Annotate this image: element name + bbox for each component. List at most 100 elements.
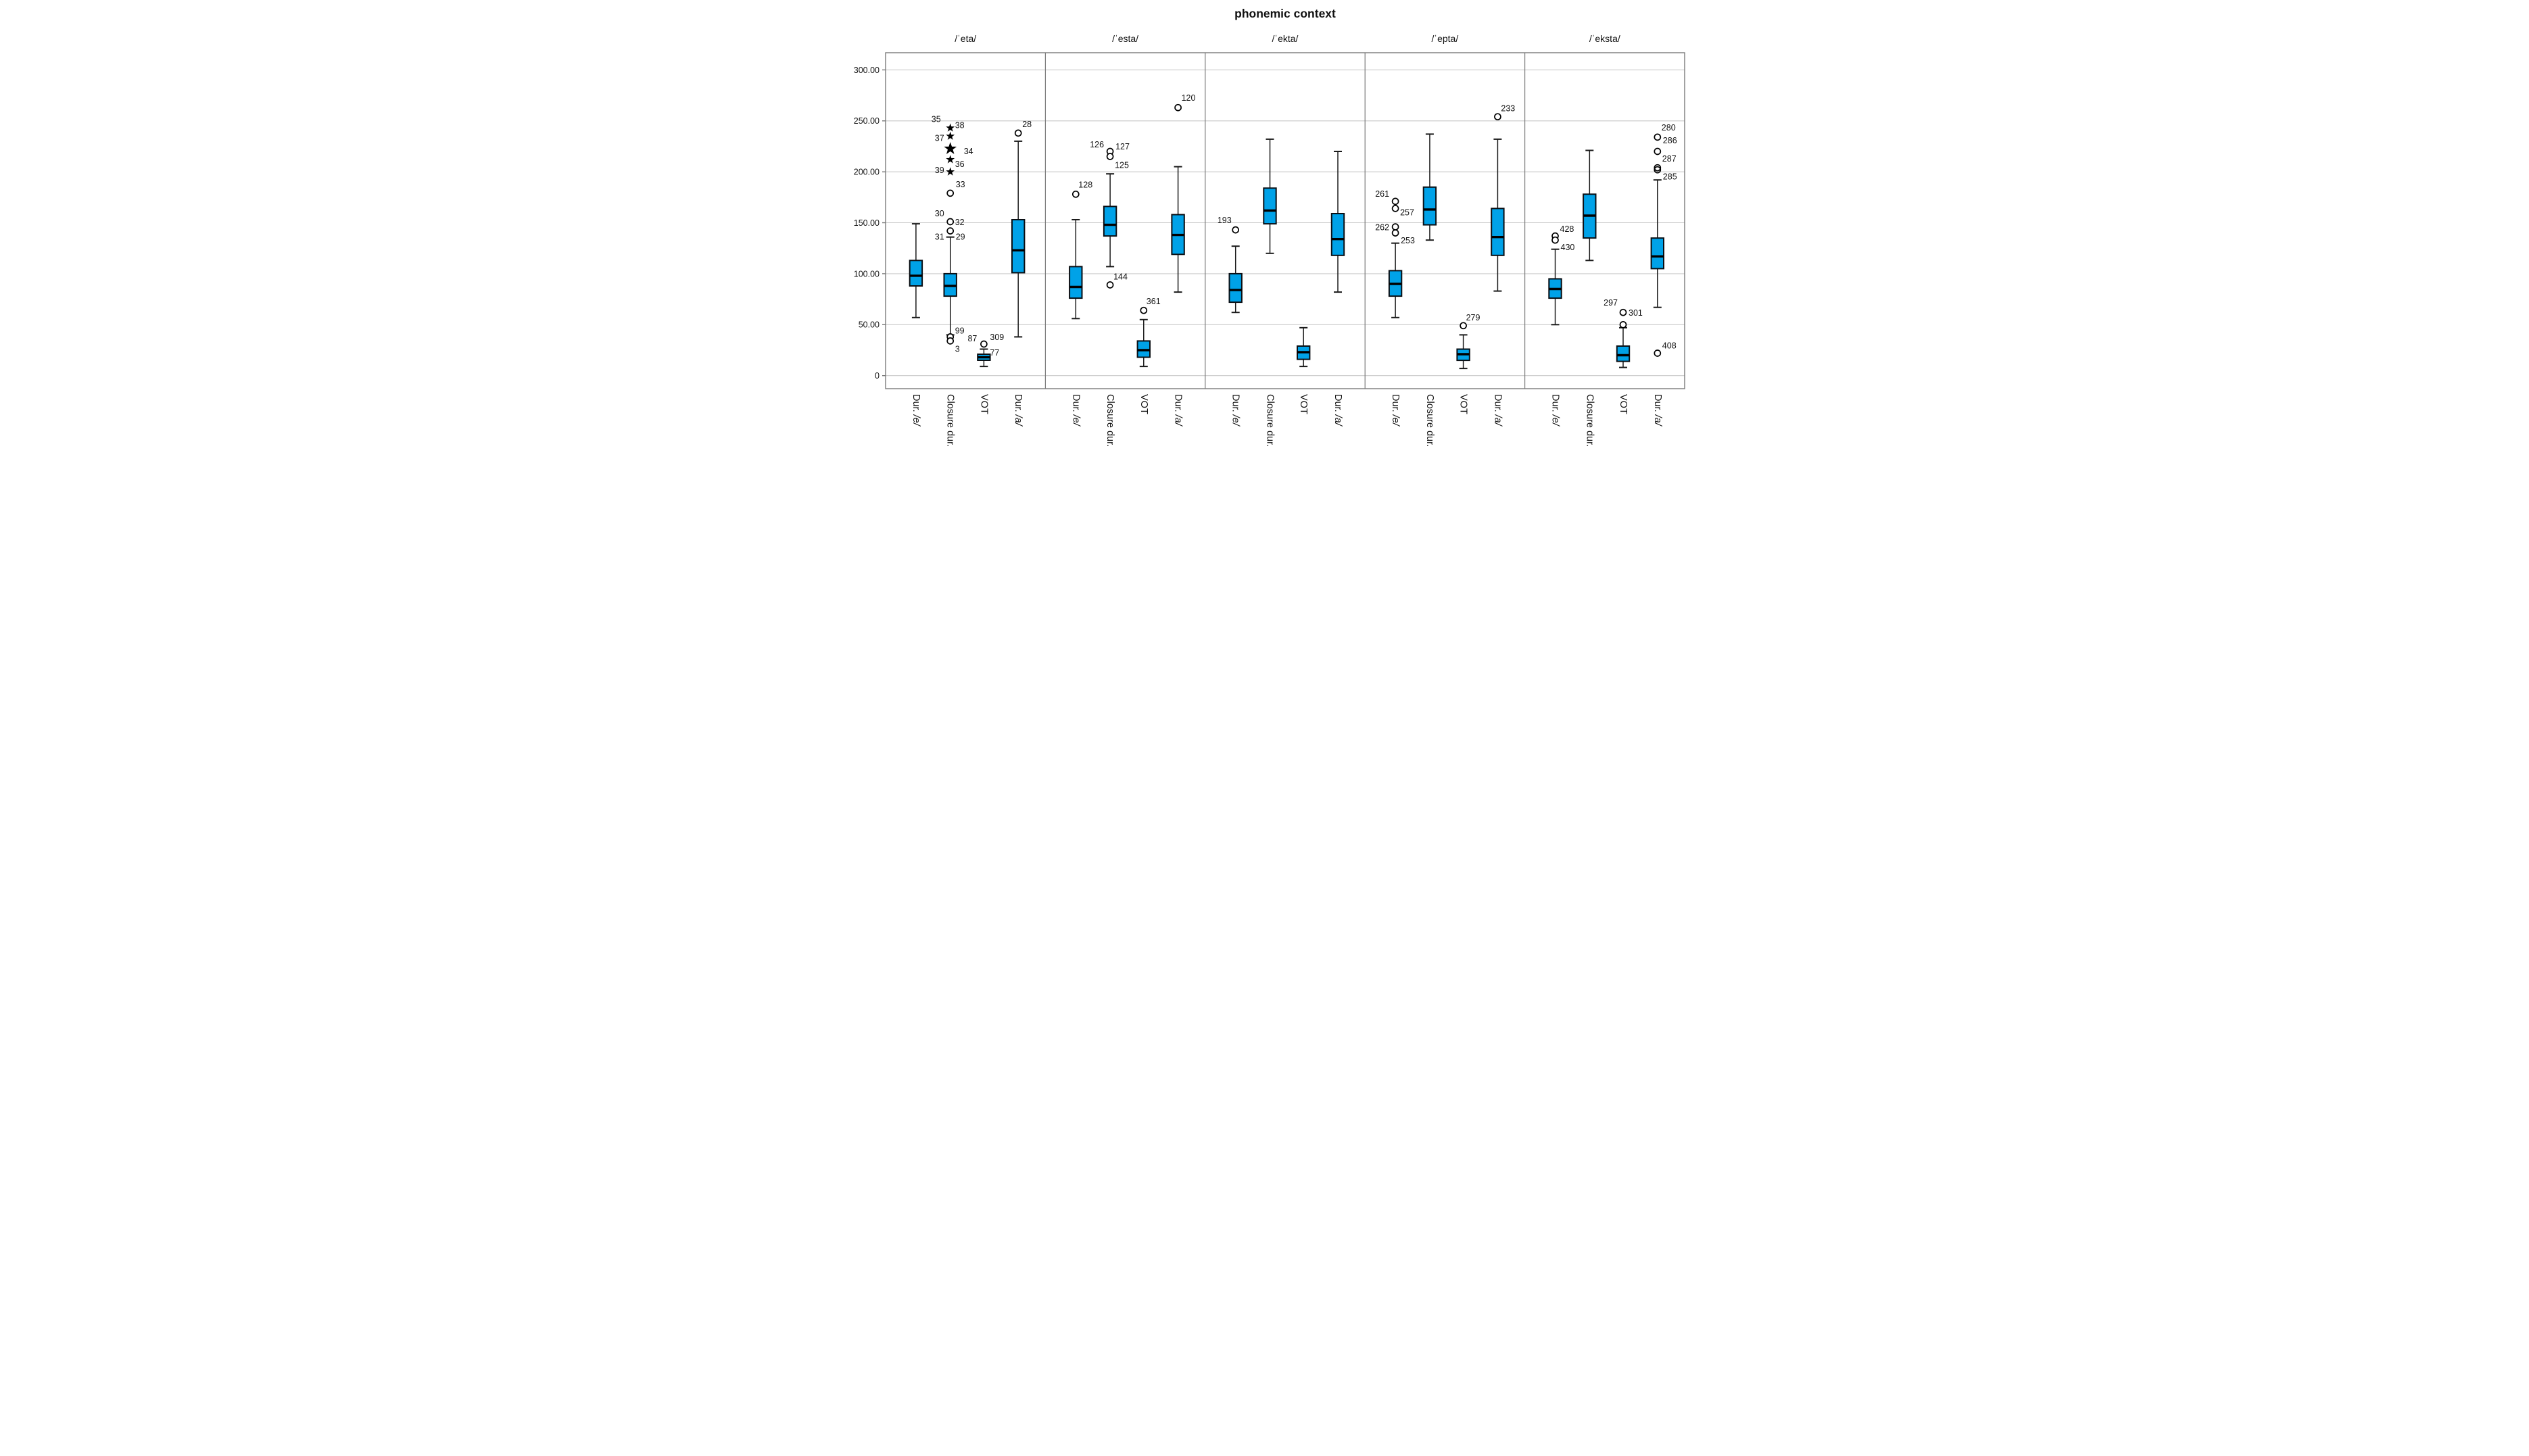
box-group [1583, 149, 1597, 262]
outlier-label: 233 [1501, 104, 1515, 114]
panel-label: /ˈepta/ [1432, 33, 1459, 44]
category-label: VOT [1458, 394, 1469, 414]
y-tick-label: 250.00 [854, 116, 880, 126]
outlier-star [946, 131, 955, 140]
outlier-circle [1391, 229, 1399, 237]
outlier-circle [1071, 190, 1080, 198]
outlier-label: 126 [1090, 140, 1104, 149]
box-rect [1491, 208, 1505, 256]
outlier-circle [1106, 281, 1114, 289]
box-group: 126 127 125 144 [1090, 140, 1130, 289]
outlier-label: 33 [956, 180, 965, 189]
category-label: Dur. /a/ [1173, 394, 1184, 427]
category-label: Dur. /e/ [1230, 394, 1241, 427]
outlier-label: 120 [1182, 93, 1196, 103]
outlier-circle [946, 218, 955, 226]
outlier-label: 193 [1218, 216, 1232, 225]
outlier-label: 144 [1113, 272, 1128, 282]
outlier-label: 39 [935, 166, 944, 175]
category-label: Closure dur. [1265, 394, 1276, 447]
outlier-circle [1391, 197, 1399, 205]
outlier-label: 87 [967, 334, 977, 343]
category-label-part: VOT [1298, 394, 1309, 414]
box-rect [1103, 205, 1117, 237]
box-group [909, 223, 923, 318]
box-group: 361 [1136, 297, 1161, 368]
box-group [1422, 133, 1437, 241]
category-label-part: Dur. [911, 394, 921, 415]
outlier-star [944, 142, 957, 154]
outlier-label: 257 [1400, 208, 1414, 217]
outlier-label: 34 [964, 147, 973, 156]
outlier-label: 261 [1375, 189, 1389, 199]
category-label-part: Dur. [1230, 394, 1241, 415]
outlier-circle [1391, 223, 1399, 230]
outlier-circle [1460, 322, 1467, 330]
category-label-part: Dur. [1550, 394, 1561, 415]
outlier-circle [1551, 236, 1559, 244]
category-label: Closure dur. [1105, 394, 1115, 447]
category-label-part: Dur. [1013, 394, 1023, 415]
box-group [1330, 151, 1345, 293]
category-label: Closure dur. [945, 394, 956, 447]
outlier-circle [980, 340, 988, 348]
category-label: Dur. /a/ [1013, 394, 1023, 427]
box-group: 128 [1069, 180, 1092, 320]
category-label-part: Dur. [1390, 394, 1401, 415]
category-label: Dur. /a/ [1652, 394, 1663, 427]
outlier-circle [1654, 166, 1662, 174]
outlier-label: 430 [1561, 243, 1575, 252]
box-group: 261 257 262 253 [1375, 189, 1415, 318]
box-rect [1011, 219, 1026, 274]
panel-label: /ˈesta/ [1112, 33, 1138, 44]
box-group: 193 [1218, 216, 1243, 314]
category-label-part: Closure dur. [1424, 394, 1435, 447]
category-label-part: VOT [1138, 394, 1149, 414]
category-label-part: VOT [1458, 394, 1469, 414]
category-label-part: VOT [1618, 394, 1629, 414]
outlier-label: 30 [935, 209, 944, 218]
y-tick-label: 50.00 [859, 320, 880, 330]
case-label: 77 [990, 348, 999, 358]
category-label: Dur. /a/ [1492, 394, 1503, 427]
outlier-label: 28 [1022, 120, 1032, 129]
outlier-circle [1106, 153, 1114, 160]
outlier-circle [1654, 164, 1662, 172]
category-label: Closure dur. [1584, 394, 1595, 447]
panel-label: /ˈeksta/ [1589, 33, 1620, 44]
box-rect [1263, 187, 1277, 225]
outlier-label: 297 [1604, 298, 1618, 308]
y-tick-label: 150.00 [854, 218, 880, 228]
outlier-circle [1391, 205, 1399, 212]
category-label-part: /e/ [1390, 414, 1401, 427]
outlier-circle [1654, 147, 1662, 155]
outlier-label: 38 [955, 120, 965, 130]
outlier-label: 128 [1078, 180, 1092, 189]
box-rect [909, 260, 923, 287]
outlier-label: 361 [1147, 297, 1161, 306]
category-label: Dur. /e/ [1070, 394, 1081, 427]
box-group: 280 286 287 285 408 [1650, 123, 1677, 357]
outlier-label: 301 [1629, 308, 1643, 318]
outlier-label: 32 [955, 218, 965, 227]
y-tick-label: 100.00 [854, 269, 880, 278]
outlier-circle [1232, 226, 1240, 234]
outlier-star [946, 123, 955, 132]
category-label-part: Closure dur. [1584, 394, 1595, 447]
category-label: Dur. /e/ [911, 394, 921, 427]
outlier-label: 262 [1375, 223, 1389, 233]
outlier-star [946, 155, 955, 164]
y-tick-label: 300.00 [854, 66, 880, 75]
outlier-label: 279 [1466, 313, 1480, 322]
category-label-part: VOT [978, 394, 989, 414]
box-rect [1422, 186, 1437, 226]
category-label-part: Dur. [1492, 394, 1503, 415]
outlier-circle [1654, 133, 1662, 141]
outlier-circle [1654, 349, 1662, 357]
y-tick-label: 200.00 [854, 168, 880, 177]
box-group: 233 [1491, 104, 1515, 292]
boxplot-figure: 300.00 250.00 200.00 150.00 100.00 50.00 0 phon… [843, 0, 1686, 485]
category-label-part: /a/ [1492, 414, 1503, 427]
outlier-label: 408 [1662, 341, 1677, 351]
box-rect [1069, 266, 1083, 299]
